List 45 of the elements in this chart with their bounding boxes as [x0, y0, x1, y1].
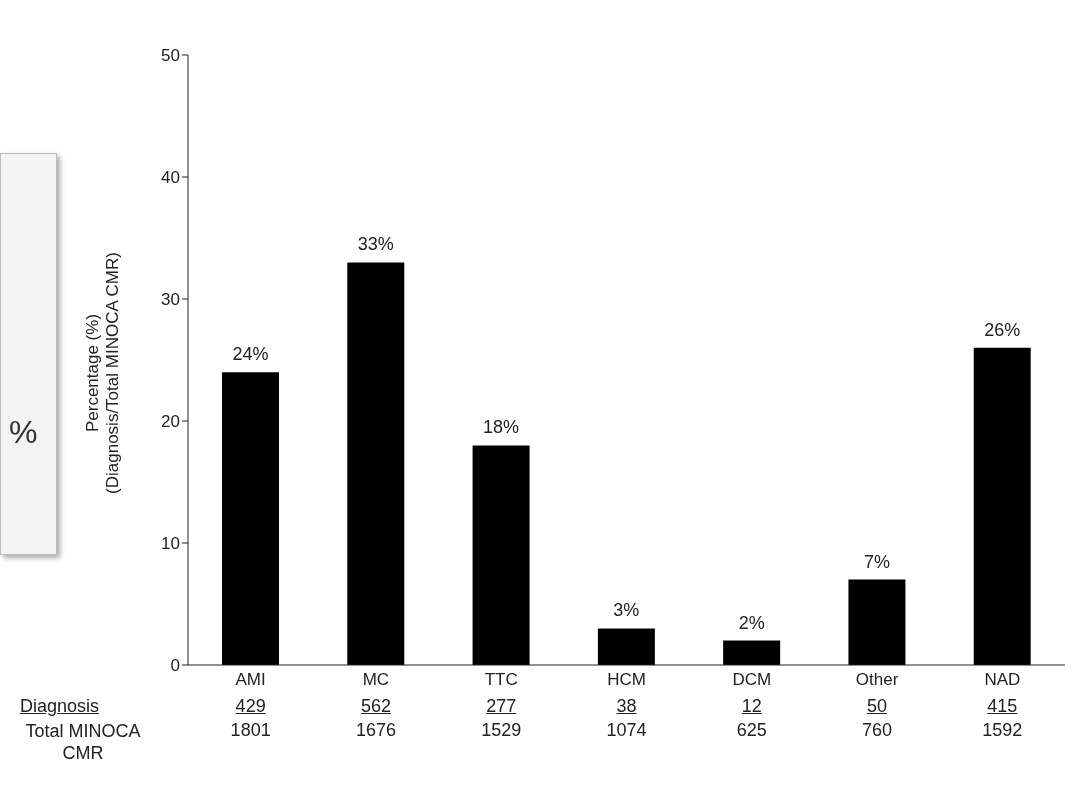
text: 38 [616, 696, 637, 717]
data-label: 18% [483, 417, 520, 438]
callout-box: % [0, 153, 57, 555]
text: 50 [867, 696, 888, 717]
data-label: 3% [613, 600, 640, 621]
data-label: 7% [863, 551, 890, 572]
x-tick-label: NAD [984, 670, 1021, 690]
y-tick-label: 30 [161, 290, 180, 310]
text: 1801 [230, 720, 271, 741]
bar [848, 579, 906, 665]
data-label: 2% [738, 612, 765, 633]
text: 1529 [481, 720, 522, 741]
text: 1592 [982, 720, 1023, 741]
bar [472, 445, 530, 665]
y-tick-label: 10 [161, 534, 180, 554]
y-tick-label: 20 [161, 412, 180, 432]
y-tick-label: 50 [161, 46, 180, 66]
bar [597, 628, 655, 665]
x-tick-label: TTC [484, 670, 518, 690]
bar [723, 640, 781, 665]
text: 1074 [606, 720, 647, 741]
x-tick-label: DCM [732, 670, 772, 690]
data-label: 24% [232, 344, 269, 365]
text: 625 [736, 720, 767, 741]
bar [973, 347, 1031, 665]
text: 277 [486, 696, 517, 717]
x-tick-label: Other [855, 670, 899, 690]
x-tick-label: AMI [235, 670, 266, 690]
text: 12 [741, 696, 762, 717]
data-label: 26% [984, 319, 1021, 340]
y-tick-label: 0 [170, 656, 180, 676]
text: 1676 [355, 720, 396, 741]
text: Diagnosis [20, 696, 100, 717]
text: 562 [360, 696, 391, 717]
text: 760 [862, 720, 893, 741]
text: Total MINOCA CMR [24, 720, 142, 764]
x-tick-label: HCM [607, 670, 646, 690]
text: 429 [235, 696, 266, 717]
y-tick-label: 40 [161, 168, 180, 188]
x-tick-label: MC [362, 670, 390, 690]
text: 415 [987, 696, 1018, 717]
bar [347, 262, 405, 665]
bar [222, 372, 279, 665]
y-axis-title: Percentage (%) (Diagnosis/Total MINOCA CMR) [83, 252, 123, 494]
data-label: 33% [357, 234, 394, 255]
